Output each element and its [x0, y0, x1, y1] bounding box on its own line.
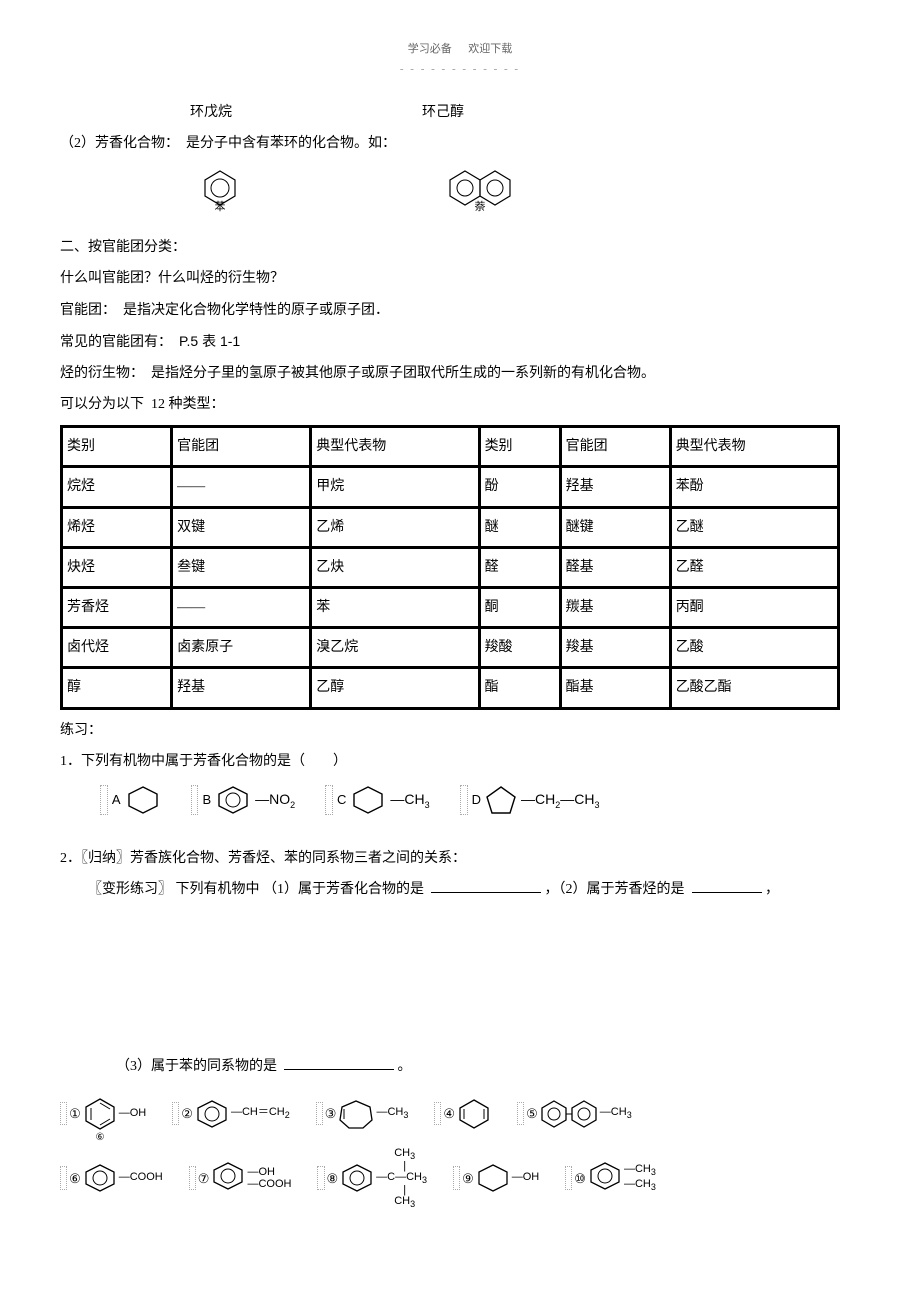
l2b: P.5 表 1-1	[179, 333, 240, 349]
l4b: 12 种类型：	[151, 397, 225, 412]
classify-l3: 烃的衍生物： 是指烃分子里的氢原子被其他原子或原子团取代所生成的一系列新的有机化…	[60, 361, 860, 386]
classify-heading: 二、按官能团分类：	[60, 235, 860, 260]
page-header: 学习必备 欢迎下载 - - - - - - - - - - - -	[60, 40, 860, 80]
vertical-gap	[60, 908, 860, 1048]
classify-l4: 可以分为以下 12 种类型：	[60, 392, 860, 417]
blank-2	[692, 878, 762, 893]
structures-row-1: ① ⑥ —OH ② —CH＝CH2 ③ —CH3 ④ ⑤ —CH3	[60, 1096, 860, 1132]
l3a: 烃的衍生物：	[60, 366, 144, 381]
q1-stem: 1．下列有机物中属于芳香化合物的是（ ）	[60, 749, 860, 774]
benzene-icon	[195, 1098, 229, 1130]
svg-text:萘: 萘	[475, 200, 486, 213]
hexagon-icon	[125, 784, 161, 816]
q1-options: A B —NO2 C —CH3 D —CH2—CH3	[100, 784, 860, 816]
struct-1: ① ⑥ —OH	[60, 1096, 146, 1132]
table-row: 烯烃双键乙烯醚醚键乙醚	[62, 507, 839, 547]
th: 类别	[62, 427, 172, 467]
th: 官能团	[560, 427, 670, 467]
naphthalene-icon: 萘	[450, 168, 510, 217]
struct-2: ② —CH＝CH2	[172, 1098, 290, 1130]
dotbox	[460, 785, 468, 814]
q2-l2: 〖变形练习〗 下列有机物中 （1）属于芳香化合物的是 ，（2）属于芳香烃的是 ，	[60, 877, 860, 902]
th: 类别	[479, 427, 560, 467]
header-left: 学习必备	[408, 43, 452, 55]
benzene-icon	[340, 1162, 374, 1194]
cyclohexadiene-icon	[457, 1097, 491, 1131]
practice-heading: 练习：	[60, 718, 860, 743]
benzene-icon	[588, 1158, 622, 1198]
struct-7: ⑦ —OH—COOH	[189, 1158, 292, 1198]
classify-l1: 官能团： 是指决定化合物化学特性的原子或原子团．	[60, 298, 860, 323]
table-row: 炔烃叁键乙炔醛醛基乙醛	[62, 547, 839, 587]
classify-l2: 常见的官能团有： P.5 表 1-1	[60, 329, 860, 355]
th: 典型代表物	[311, 427, 479, 467]
l3b: 是指烃分子里的氢原子被其他原子或原子团取代所生成的一系列新的有机化合物。	[151, 366, 655, 381]
q2-l3: （3）属于苯的同系物的是 。	[60, 1054, 860, 1079]
benzene-icon	[211, 1158, 245, 1198]
header-dashes: - - - - - - - - - - - -	[400, 63, 520, 75]
l1a: 官能团：	[60, 303, 116, 318]
benzene-icon: ⑥	[83, 1096, 117, 1132]
struct-6: ⑥ —COOH	[60, 1162, 163, 1194]
header-right: 欢迎下载	[468, 43, 512, 55]
biphenyl-icon	[540, 1098, 598, 1130]
th: 官能团	[172, 427, 311, 467]
ch2ch3-label: —CH2—CH3	[521, 787, 600, 813]
aromatic-title: （2）芳香化合物：	[60, 136, 179, 151]
l2a: 常见的官能团有：	[60, 335, 172, 350]
compound-table: 类别 官能团 典型代表物 类别 官能团 典型代表物 烷烃——甲烷酚羟基苯酚 烯烃…	[60, 425, 840, 709]
example-names-row: 环戊烷 环己醇	[60, 100, 860, 125]
table-row: 烷烃——甲烷酚羟基苯酚	[62, 467, 839, 507]
table-row: 卤代烃卤素原子溴乙烷羧酸羧基乙酸	[62, 628, 839, 668]
struct-10: ⑩ —CH3—CH3	[565, 1158, 656, 1198]
example-cyclopentane: 环戊烷	[190, 100, 232, 125]
aromatic-structures: 苯 萘	[60, 168, 860, 217]
q1-opt-c: C —CH3	[325, 784, 430, 816]
hexagon-icon	[350, 784, 386, 816]
cycloheptene-icon	[338, 1098, 374, 1130]
no2-label: —NO2	[255, 787, 295, 813]
benzene-icon: 苯	[200, 168, 240, 217]
table-header-row: 类别 官能团 典型代表物 类别 官能团 典型代表物	[62, 427, 839, 467]
struct-5: ⑤ —CH3	[517, 1098, 632, 1130]
dotbox	[325, 785, 333, 814]
aromatic-desc: 是分子中含有苯环的化合物。如：	[186, 136, 396, 151]
structures-row-2: ⑥ —COOH ⑦ —OH—COOH ⑧ CH3 | —C—CH3 | CH3 …	[60, 1148, 860, 1210]
q2-l1: 2．〖归纳〗芳香族化合物、芳香烃、苯的同系物三者之间的关系：	[60, 846, 860, 871]
aromatic-def: （2）芳香化合物： 是分子中含有苯环的化合物。如：	[60, 131, 860, 156]
svg-text:苯: 苯	[215, 199, 226, 213]
struct-8: ⑧ CH3 | —C—CH3 | CH3	[317, 1148, 427, 1210]
blank-1	[431, 878, 541, 893]
l1b: 是指决定化合物化学特性的原子或原子团．	[123, 303, 389, 318]
q1-opt-a: A	[100, 784, 161, 816]
th: 典型代表物	[670, 427, 838, 467]
table-row: 芳香烃——苯酮羰基丙酮	[62, 588, 839, 628]
struct-4: ④	[434, 1097, 491, 1131]
blank-3	[284, 1055, 394, 1070]
dotbox	[100, 785, 108, 814]
svg-text:⑥: ⑥	[95, 1132, 104, 1143]
pentagon-icon	[485, 784, 517, 816]
benzene-icon	[83, 1162, 117, 1194]
hexagon-icon	[476, 1162, 510, 1194]
benzene-icon	[215, 784, 251, 816]
ch3-label: —CH3	[390, 787, 429, 813]
table-row: 醇羟基乙醇酯酯基乙酸乙酯	[62, 668, 839, 708]
classify-q: 什么叫官能团？什么叫烃的衍生物？	[60, 266, 860, 291]
dotbox	[191, 785, 199, 814]
q1-opt-d: D —CH2—CH3	[460, 784, 600, 816]
l4a: 可以分为以下	[60, 397, 144, 412]
example-cyclohexanol: 环己醇	[422, 100, 464, 125]
struct-9: ⑨ —OH	[453, 1162, 539, 1194]
q1-opt-b: B —NO2	[191, 784, 296, 816]
struct-3: ③ —CH3	[316, 1098, 409, 1130]
